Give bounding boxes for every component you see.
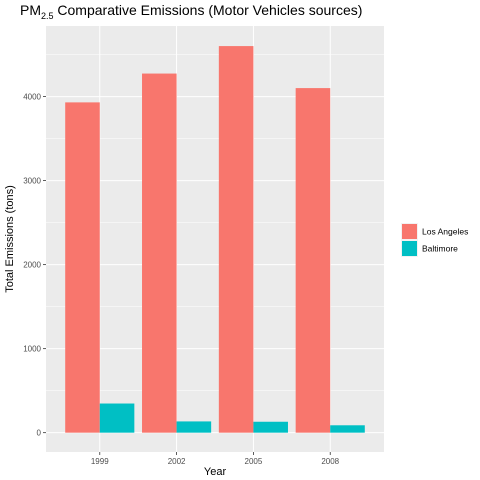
- x-tick-label: 1999: [91, 457, 109, 466]
- bar-los-angeles-2002: [142, 73, 177, 433]
- chart-title: PM2.5 Comparative Emissions (Motor Vehic…: [20, 2, 362, 21]
- x-axis-title: Year: [204, 466, 227, 478]
- legend-key-baltimore: [402, 241, 417, 256]
- y-tick-label: 2000: [23, 261, 41, 270]
- x-tick-label: 2002: [168, 457, 186, 466]
- bar-los-angeles-1999: [65, 102, 100, 433]
- y-tick-label: 1000: [23, 345, 41, 354]
- legend: Los Angeles Baltimore: [401, 223, 468, 257]
- legend-label: Baltimore: [422, 244, 458, 254]
- bars: [65, 46, 365, 433]
- bar-los-angeles-2008: [295, 88, 331, 433]
- chart-title-rest: Comparative Emissions (Motor Vehicles so…: [54, 2, 363, 18]
- chart-title-subscript: 2.5: [41, 11, 54, 21]
- x-axis: 1999 2002 2005 2008: [91, 452, 340, 466]
- y-tick-label: 0: [37, 429, 42, 438]
- y-axis-title: Total Emissions (tons): [4, 185, 16, 293]
- y-tick-label: 3000: [23, 177, 41, 186]
- legend-label: Los Angeles: [422, 227, 468, 237]
- x-tick-label: 2008: [321, 457, 339, 466]
- x-tick-label: 2005: [245, 457, 263, 466]
- bar-baltimore-2008: [330, 425, 365, 433]
- y-tick-label: 4000: [23, 93, 41, 102]
- y-axis: 0 1000 2000 3000 4000: [23, 93, 46, 438]
- bar-baltimore-2005: [253, 421, 288, 433]
- chart-title-main: PM: [20, 2, 41, 18]
- legend-key-los-angeles: [402, 224, 417, 239]
- bar-baltimore-2002: [176, 421, 212, 433]
- bar-baltimore-1999: [99, 403, 135, 433]
- bar-los-angeles-2005: [218, 46, 254, 433]
